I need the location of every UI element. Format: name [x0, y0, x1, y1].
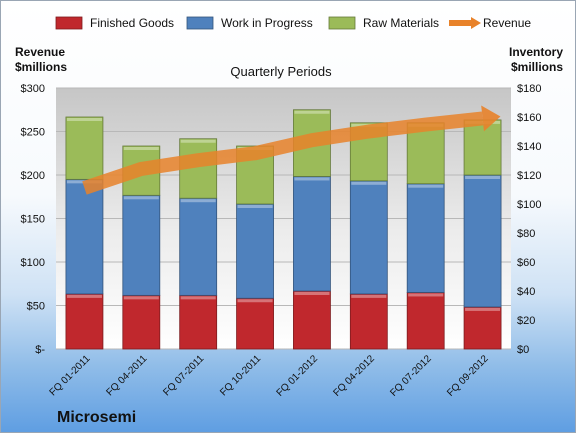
bar-segment-highlight — [351, 294, 387, 298]
right-tick-label: $120 — [517, 170, 541, 182]
legend-swatch-arrow — [471, 17, 481, 29]
bar-segment — [293, 176, 331, 292]
right-tick-label: $60 — [517, 257, 535, 269]
bar-segment-highlight — [123, 147, 159, 150]
left-tick-label: $- — [35, 344, 45, 356]
bar-segment-highlight — [294, 110, 330, 114]
x-tick-label: FQ 07-2011 — [161, 353, 206, 398]
x-tick-label: FQ 09-2012 — [445, 353, 491, 399]
bar-segment — [236, 203, 274, 299]
bar-segment-highlight — [237, 299, 273, 303]
bar-segment — [65, 116, 104, 180]
chart-title: Quarterly Periods — [230, 64, 332, 79]
bar-segment — [349, 180, 388, 295]
revenue-arrowhead — [481, 105, 501, 132]
bar-segment — [406, 292, 445, 350]
left-axis-label-line1: Revenue — [15, 45, 65, 59]
x-tick-label: FQ 01-2012 — [275, 353, 321, 399]
right-tick-label: $180 — [517, 83, 541, 95]
x-tick-label: FQ 10-2011 — [218, 353, 263, 398]
bar-segment-highlight — [294, 177, 330, 181]
bar-segment-highlight — [408, 293, 444, 297]
bar-segment — [179, 294, 218, 350]
legend-label: Revenue — [483, 16, 531, 30]
bar-segment — [65, 178, 104, 295]
legend-swatch — [328, 16, 356, 30]
bar-segment — [65, 293, 104, 350]
bar-segment — [236, 297, 274, 350]
bar-segment-highlight — [180, 296, 216, 300]
right-tick-label: $80 — [517, 228, 535, 240]
legend-label: Finished Goods — [90, 16, 174, 30]
bar-segment — [122, 194, 161, 296]
bar-segment-highlight — [66, 118, 102, 121]
bar-segment-highlight — [123, 196, 159, 200]
bar-segment — [179, 197, 218, 296]
right-tick-label: $160 — [517, 112, 541, 124]
x-tick-label: FQ 01-2011 — [48, 353, 93, 398]
brand-label: Microsemi — [57, 409, 136, 426]
right-axis-label-line2: $millions — [511, 60, 563, 74]
bar-segment-highlight — [351, 181, 387, 185]
bar-segment-highlight — [123, 296, 159, 300]
bar-segment — [406, 183, 445, 293]
right-tick-label: $0 — [517, 344, 529, 356]
legend-swatch — [186, 16, 214, 30]
left-tick-label: $150 — [21, 214, 45, 226]
bar-segment — [349, 293, 388, 350]
bar-segment-highlight — [180, 139, 216, 143]
bar-segment — [463, 306, 502, 350]
legend-label: Raw Materials — [363, 16, 439, 30]
legend-label: Work in Progress — [221, 16, 313, 30]
left-axis-label-line2: $millions — [15, 60, 67, 74]
right-tick-label: $40 — [517, 286, 535, 298]
bar-segment — [463, 119, 502, 176]
x-tick-label: FQ 07-2012 — [388, 353, 434, 399]
bar-segment-highlight — [465, 176, 501, 179]
left-tick-label: $50 — [27, 301, 45, 313]
bar-segment-highlight — [408, 184, 444, 188]
bar-segment-highlight — [180, 199, 216, 203]
bar-segment — [293, 290, 331, 350]
right-axis-label-line1: Inventory — [509, 45, 563, 59]
bar-segment-highlight — [465, 307, 501, 311]
left-tick-label: $250 — [21, 127, 45, 139]
left-tick-label: $300 — [21, 83, 45, 95]
left-tick-label: $200 — [21, 170, 45, 182]
bar-segment-highlight — [237, 205, 273, 208]
bar-segment-highlight — [66, 294, 102, 298]
bar-segment — [122, 294, 161, 350]
legend-swatch — [55, 16, 83, 30]
right-tick-label: $20 — [517, 315, 535, 327]
bar-segment — [463, 174, 502, 308]
x-tick-label: FQ 04-2011 — [104, 353, 149, 398]
right-tick-label: $140 — [517, 141, 541, 153]
x-tick-label: FQ 04-2012 — [331, 353, 377, 399]
bar-segment-highlight — [294, 292, 330, 295]
right-tick-label: $100 — [517, 199, 541, 211]
revenue-line — [82, 111, 484, 195]
left-tick-label: $100 — [21, 257, 45, 269]
